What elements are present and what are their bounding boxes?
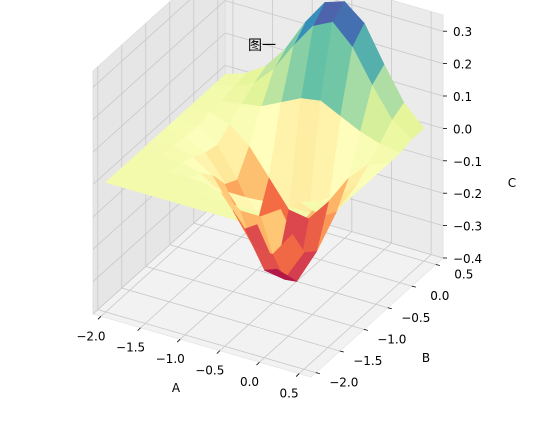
y-tick-mark <box>339 350 344 353</box>
grid-line-z-back <box>333 0 444 32</box>
y-tick-label: −0.5 <box>401 311 430 325</box>
grid-line-x-floor <box>298 254 432 374</box>
z-tick-label: −0.3 <box>453 220 482 234</box>
x-tick-mark <box>216 350 221 354</box>
tick-labels: −2.0−1.5−1.0−0.50.00.5−2.0−1.5−1.0−0.50.… <box>76 25 482 400</box>
grid-line-x-floor <box>100 196 234 317</box>
y-tick-label: −1.0 <box>377 332 406 346</box>
x-tick-label: −1.0 <box>156 352 185 366</box>
y-tick-label: −2.0 <box>329 376 358 390</box>
y-tick-label: −1.5 <box>353 354 382 368</box>
y-tick-label: 0.5 <box>454 268 473 282</box>
y-tick-label: 0.0 <box>430 289 449 303</box>
x-axis-label: A <box>172 381 181 395</box>
grid-line-y-floor <box>121 287 340 352</box>
grid-line-y-floor <box>145 266 364 330</box>
z-tick-label: 0.2 <box>453 58 472 72</box>
z-tick-label: −0.1 <box>453 155 482 169</box>
x-tick-mark <box>137 327 141 332</box>
z-tick-label: −0.2 <box>453 187 482 201</box>
z-tick-label: 0.3 <box>453 25 472 39</box>
y-axis-label: B <box>422 351 430 365</box>
x-tick-label: −1.5 <box>116 341 145 355</box>
surface <box>105 1 425 282</box>
y-tick-mark <box>435 264 440 266</box>
z-axis-label: C <box>508 176 516 190</box>
grid-line-z-side <box>92 0 191 88</box>
y-tick-mark <box>363 329 368 331</box>
grid-line-z-side <box>92 65 226 185</box>
grid-line-z-side <box>92 32 226 153</box>
chart-title: 图一 <box>248 38 276 54</box>
y-tick-mark <box>411 285 416 288</box>
x-tick-mark <box>97 316 102 320</box>
z-tick-label: 0.0 <box>453 122 472 136</box>
x-tick-label: 0.0 <box>240 375 259 389</box>
z-tick-label: 0.1 <box>453 90 472 104</box>
x-tick-mark <box>176 338 181 343</box>
z-tick-label: −0.4 <box>453 252 482 266</box>
surface-patch <box>263 268 297 282</box>
x-tick-label: −0.5 <box>195 364 224 378</box>
x-tick-mark <box>256 361 260 366</box>
grid-line-z-side <box>92 0 226 120</box>
grid-line-z-side <box>92 194 226 315</box>
y-tick-mark <box>387 307 392 310</box>
grid-line-x-floor <box>259 242 392 363</box>
grid-line-x-floor <box>219 231 353 351</box>
grid-line-y-floor <box>97 309 316 374</box>
x-tick-label: −2.0 <box>76 329 105 343</box>
y-tick-mark <box>315 372 320 375</box>
x-tick-label: 0.5 <box>280 387 299 401</box>
x-tick-mark <box>295 373 300 377</box>
